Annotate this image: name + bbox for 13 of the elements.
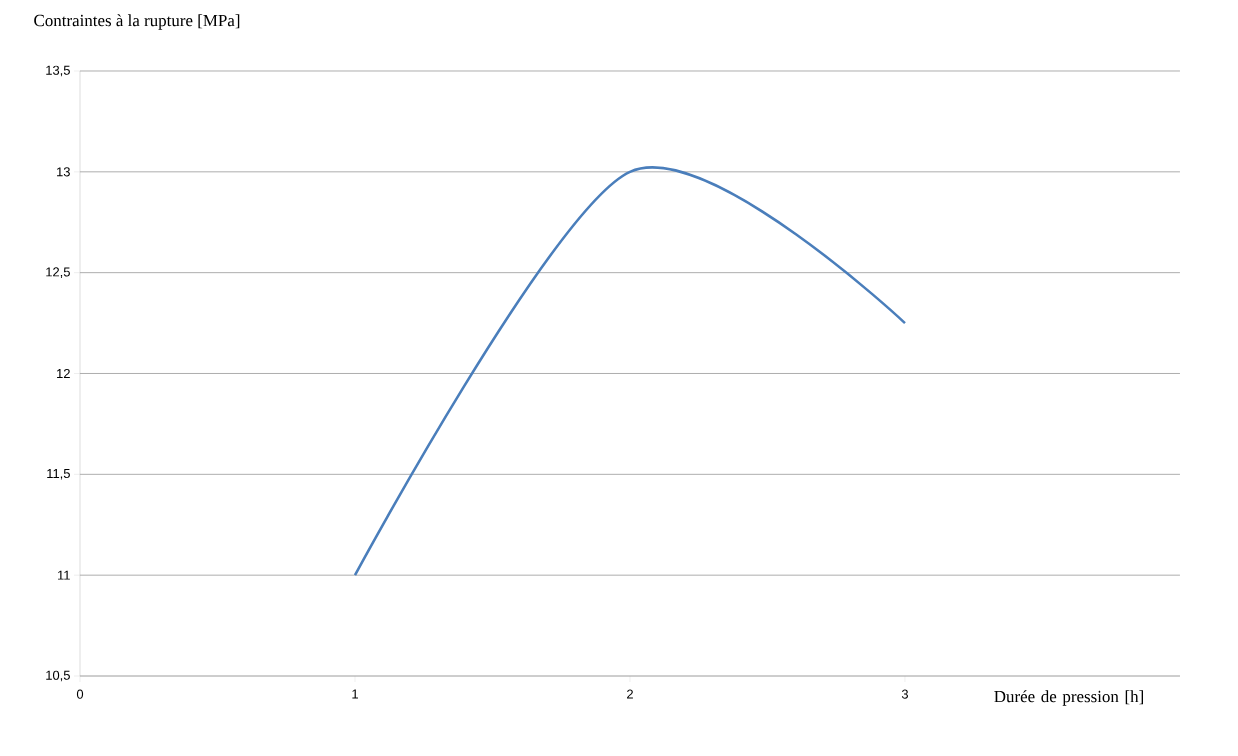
y-tick-label: 11 <box>58 570 70 580</box>
y-tick-label: 10,5 <box>46 670 70 682</box>
x-tick-label: 3 <box>901 689 909 699</box>
y-tick-label: 11,5 <box>47 469 70 480</box>
x-tick-label: 0 <box>76 689 84 699</box>
y-tick-label: 12,5 <box>46 267 70 279</box>
x-tick-label: 1 <box>352 689 358 699</box>
y-tick-label: 12 <box>57 368 70 379</box>
y-tick-label: 13,5 <box>46 65 70 77</box>
x-axis-title: Durée de pression [h] <box>994 690 1143 706</box>
y-tick-label: 13 <box>57 167 70 177</box>
y-axis-title: Contraintes à la rupture [MPa] <box>34 14 240 30</box>
x-tick-label: 2 <box>627 689 633 699</box>
